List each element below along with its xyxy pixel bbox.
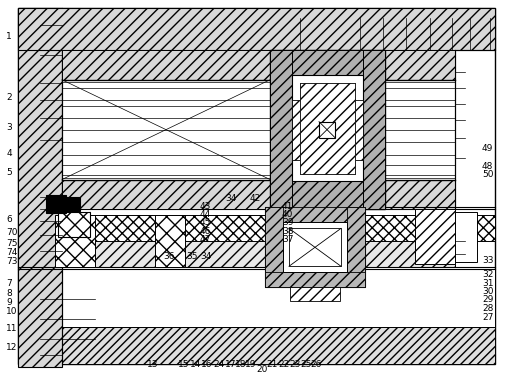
Bar bbox=[155, 215, 185, 267]
Text: 7: 7 bbox=[6, 279, 12, 288]
Bar bbox=[299, 83, 354, 174]
Bar bbox=[344, 100, 362, 159]
Text: 32: 32 bbox=[481, 270, 492, 279]
Text: 9: 9 bbox=[6, 298, 12, 307]
Bar bbox=[18, 269, 494, 327]
Bar bbox=[265, 207, 364, 222]
Bar bbox=[265, 207, 364, 287]
Bar bbox=[95, 230, 454, 267]
Text: 5: 5 bbox=[6, 168, 12, 177]
Text: 8: 8 bbox=[6, 290, 12, 298]
Text: 10: 10 bbox=[6, 307, 18, 316]
Text: 35: 35 bbox=[186, 252, 197, 261]
Bar bbox=[292, 182, 362, 209]
Text: 41: 41 bbox=[281, 202, 293, 211]
Text: 40: 40 bbox=[281, 210, 293, 219]
Text: 4: 4 bbox=[6, 149, 12, 158]
Bar bbox=[346, 207, 364, 287]
Bar bbox=[334, 215, 364, 267]
Text: 36: 36 bbox=[163, 252, 175, 261]
Text: 74: 74 bbox=[6, 248, 17, 256]
Text: 43: 43 bbox=[199, 202, 210, 211]
Text: 20: 20 bbox=[256, 365, 267, 374]
Bar bbox=[62, 180, 454, 209]
Bar bbox=[18, 8, 62, 367]
Text: 46: 46 bbox=[199, 226, 210, 236]
Text: 70: 70 bbox=[6, 228, 18, 237]
Bar bbox=[290, 287, 340, 301]
Bar bbox=[265, 272, 364, 287]
Text: 21: 21 bbox=[266, 360, 277, 369]
Text: 6: 6 bbox=[6, 215, 12, 224]
Text: 27: 27 bbox=[481, 313, 492, 322]
Text: 34: 34 bbox=[224, 194, 236, 203]
Bar bbox=[62, 50, 454, 209]
Text: 34: 34 bbox=[200, 252, 211, 261]
Text: 28: 28 bbox=[481, 304, 492, 313]
Bar bbox=[66, 198, 80, 211]
Text: 1: 1 bbox=[6, 32, 12, 41]
Text: 2: 2 bbox=[6, 93, 12, 102]
Text: 50: 50 bbox=[481, 170, 493, 179]
Text: 31: 31 bbox=[481, 279, 493, 288]
Text: 42: 42 bbox=[249, 194, 260, 203]
Text: 14: 14 bbox=[190, 360, 201, 369]
Bar bbox=[292, 50, 362, 75]
Text: 30: 30 bbox=[481, 287, 493, 296]
Bar bbox=[299, 83, 354, 174]
Text: 48: 48 bbox=[481, 162, 492, 171]
Bar bbox=[58, 212, 90, 237]
Bar bbox=[265, 207, 282, 287]
Text: 17: 17 bbox=[225, 360, 236, 369]
Bar bbox=[269, 50, 292, 209]
Text: 44: 44 bbox=[199, 210, 210, 219]
Text: 26: 26 bbox=[310, 360, 321, 369]
Text: 75: 75 bbox=[6, 238, 18, 248]
Text: 49: 49 bbox=[481, 144, 492, 153]
Text: 16: 16 bbox=[201, 360, 212, 369]
Text: 33: 33 bbox=[481, 256, 493, 265]
Text: 3: 3 bbox=[6, 123, 12, 132]
Bar bbox=[318, 122, 334, 138]
Bar bbox=[282, 222, 346, 272]
Text: 38: 38 bbox=[281, 226, 293, 236]
Bar bbox=[62, 50, 454, 80]
Text: 25: 25 bbox=[300, 360, 311, 369]
Bar bbox=[18, 8, 494, 50]
Bar bbox=[46, 195, 66, 213]
Bar bbox=[454, 212, 476, 262]
Text: 22: 22 bbox=[277, 360, 289, 369]
Text: 23: 23 bbox=[289, 360, 300, 369]
Bar bbox=[289, 228, 341, 266]
Bar bbox=[362, 50, 384, 209]
Bar bbox=[292, 100, 309, 159]
Text: 47: 47 bbox=[199, 235, 210, 244]
Text: 18: 18 bbox=[235, 360, 246, 369]
Text: 39: 39 bbox=[281, 218, 293, 227]
Text: 37: 37 bbox=[281, 235, 293, 244]
Text: 45: 45 bbox=[199, 218, 210, 227]
Text: 15: 15 bbox=[178, 360, 189, 369]
Bar bbox=[292, 75, 362, 182]
Text: 29: 29 bbox=[481, 296, 492, 304]
Bar bbox=[18, 327, 494, 364]
Bar bbox=[55, 215, 95, 267]
Text: 12: 12 bbox=[6, 343, 17, 352]
Text: 19: 19 bbox=[245, 360, 256, 369]
Text: 73: 73 bbox=[6, 256, 18, 265]
Text: 13: 13 bbox=[147, 360, 158, 369]
Text: 24: 24 bbox=[213, 360, 224, 369]
Bar bbox=[18, 215, 494, 242]
Bar bbox=[269, 50, 384, 209]
Text: 11: 11 bbox=[6, 324, 18, 333]
Bar bbox=[414, 209, 454, 264]
